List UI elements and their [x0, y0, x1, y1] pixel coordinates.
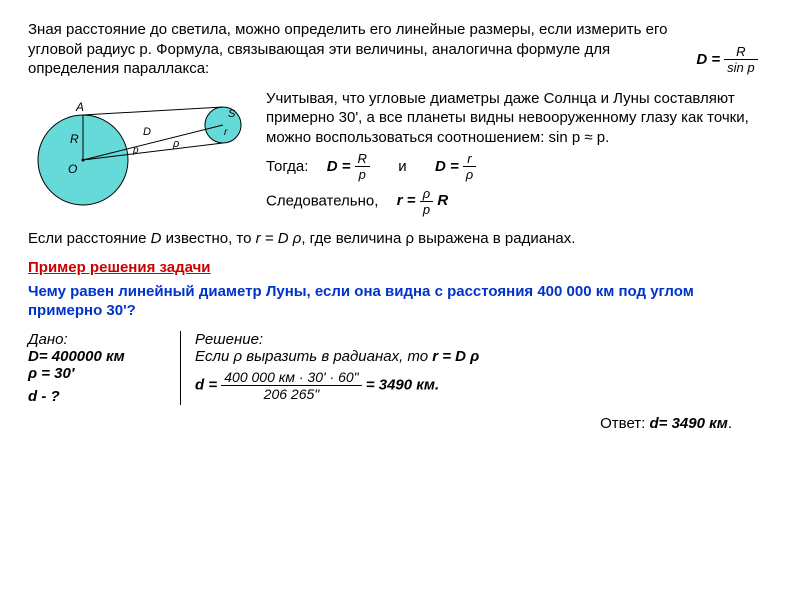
then-line: Тогда: D = R p и D = r ρ	[266, 151, 772, 182]
svg-text:A: A	[75, 100, 84, 114]
consequently-label: Следовательно,	[266, 192, 378, 209]
example-title: Пример решения задачи	[28, 259, 772, 276]
given3: d - ?	[28, 388, 168, 405]
para3: Если расстояние D известно, то r = D ρ, …	[28, 229, 772, 249]
diagram-row: A S r D ρ p R O Учитывая, что угловые ди…	[28, 89, 772, 222]
formula3: r = ρp R	[397, 192, 448, 209]
geometry-diagram: A S r D ρ p R O	[28, 89, 258, 210]
given1: D= 400000 км	[28, 348, 168, 365]
given2: ρ = 30'	[28, 365, 168, 382]
para2: Учитывая, что угловые диаметры даже Солн…	[266, 89, 772, 148]
formula1-num: R	[724, 44, 757, 60]
answer-value: d= 3490 км	[650, 415, 728, 432]
svg-text:O: O	[68, 162, 77, 176]
formula-1: D = R sin p	[682, 20, 772, 75]
svg-text:D: D	[143, 126, 151, 138]
svg-text:p: p	[132, 145, 139, 156]
answer-label: Ответ:	[600, 415, 649, 432]
and-label: и	[398, 158, 406, 175]
solution-block: Решение: Если ρ выразить в радианах, то …	[181, 331, 772, 402]
solution-formula: d = 400 000 км · 30' · 60" 206 265" = 34…	[195, 369, 772, 402]
then-label: Тогда:	[266, 158, 308, 175]
svg-text:ρ: ρ	[172, 138, 179, 150]
svg-text:S: S	[228, 108, 236, 120]
formula1-den: sin p	[724, 60, 757, 75]
formula1-lhs: D =	[696, 51, 720, 68]
para2-col: Учитывая, что угловые диаметры даже Солн…	[258, 89, 772, 222]
consequently-line: Следовательно, r = ρp R	[266, 186, 772, 217]
formula2b: D = r ρ	[435, 151, 476, 182]
solution-label: Решение:	[195, 331, 772, 348]
given-block: Дано: D= 400000 км ρ = 30' d - ?	[28, 331, 181, 405]
intro-row: Зная расстояние до светила, можно опреде…	[28, 20, 772, 83]
solution-line1: Если ρ выразить в радианах, то r = D ρ	[195, 348, 772, 365]
solution-row: Дано: D= 400000 км ρ = 30' d - ? Решение…	[28, 331, 772, 405]
svg-text:R: R	[70, 132, 79, 146]
given-label: Дано:	[28, 331, 168, 348]
formula2a: D = R p	[327, 151, 370, 182]
intro-text: Зная расстояние до светила, можно опреде…	[28, 20, 682, 79]
answer-line: Ответ: d= 3490 км.	[28, 415, 772, 432]
problem-text: Чему равен линейный диаметр Луны, если о…	[28, 282, 772, 321]
